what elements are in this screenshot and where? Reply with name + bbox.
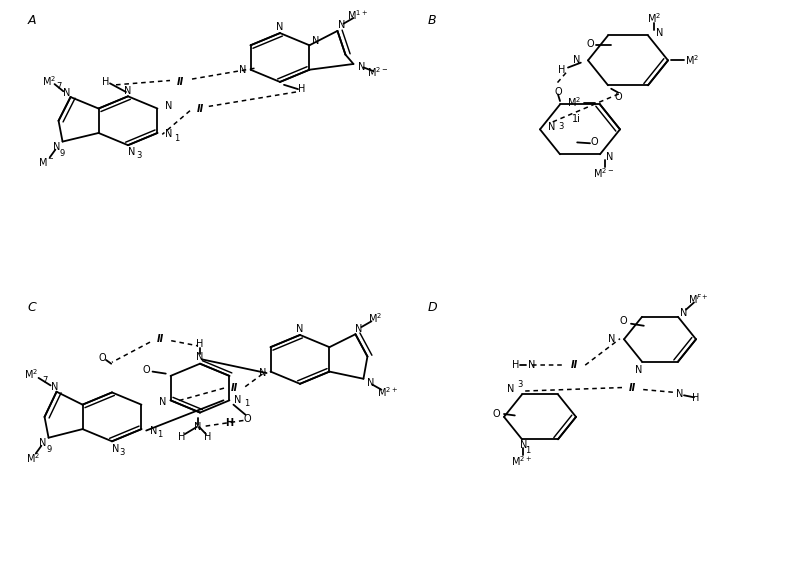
Text: N: N [53,143,60,152]
Text: N: N [520,440,528,450]
Text: O: O [492,409,500,419]
Text: O: O [590,137,598,147]
Text: N: N [239,65,246,75]
Text: II: II [156,334,164,344]
Text: 1: 1 [244,398,249,408]
Text: N: N [312,36,319,46]
Text: H: H [178,432,186,442]
Text: M$^2$: M$^2$ [567,95,581,109]
Text: M$^{1+}$: M$^{1+}$ [347,8,368,22]
Text: 9: 9 [60,149,65,158]
Text: N: N [128,147,136,158]
Text: N: N [358,62,365,72]
Text: 7: 7 [56,82,62,91]
Text: O: O [554,87,562,97]
Text: M$^2$: M$^2$ [42,74,55,88]
Text: N: N [506,384,514,394]
Text: II: II [570,360,578,370]
Text: N: N [355,324,362,334]
Text: H: H [298,84,306,94]
Text: II: II [196,104,204,114]
Text: H: H [196,339,204,348]
Text: N: N [528,360,535,370]
Text: II: II [176,77,184,87]
Text: N: N [150,426,158,435]
Text: H: H [692,393,700,403]
Text: O: O [98,353,106,363]
Text: M$^{2+}$: M$^{2+}$ [377,385,398,398]
Text: II: II [230,383,238,393]
Text: M$^2$: M$^2$ [23,367,38,381]
Text: H: H [204,432,212,442]
Text: N: N [166,101,173,110]
Text: N: N [39,439,46,449]
Text: M$^2$: M$^2$ [369,312,382,325]
Text: A: A [28,14,36,26]
Text: N: N [606,152,614,162]
Text: 3: 3 [137,151,142,160]
Text: II: II [628,383,636,393]
Text: O: O [619,316,627,326]
Text: M$^2$: M$^2$ [685,53,699,67]
Text: 7: 7 [42,376,47,385]
Text: N: N [166,129,173,139]
Text: 1i: 1i [571,114,581,124]
Text: N: N [159,397,166,407]
Text: N: N [196,351,204,362]
Text: M$^{2-}$: M$^{2-}$ [367,66,388,79]
Text: N: N [259,368,266,378]
Text: O: O [614,92,622,102]
Text: 3: 3 [119,448,125,457]
Text: 9: 9 [46,444,52,454]
Text: N: N [656,28,663,37]
Text: 1: 1 [174,133,179,143]
Text: N: N [63,88,70,98]
Text: M$^2$: M$^2$ [26,451,39,465]
Text: N: N [51,382,58,392]
Text: N: N [676,389,684,399]
Text: H: H [102,77,110,87]
Text: N: N [194,422,202,432]
Text: N: N [573,55,580,66]
Text: O: O [586,39,594,49]
Text: N: N [635,365,642,375]
Text: H: H [512,360,520,370]
Text: M$^{F+}$: M$^{F+}$ [688,293,708,306]
Text: O: O [244,414,251,424]
Text: 3: 3 [518,380,522,389]
Text: N: N [296,324,304,334]
Text: H: H [225,418,233,428]
Text: O: O [142,365,150,375]
Text: M$^{2-}$: M$^{2-}$ [594,166,614,180]
Text: B: B [428,14,436,26]
Text: M$^2$: M$^2$ [647,12,661,25]
Text: N: N [608,334,615,344]
Text: D: D [427,301,437,314]
Text: 3: 3 [558,122,563,131]
Text: N: N [234,396,241,405]
Text: 1: 1 [526,446,530,455]
Text: N: N [680,308,688,317]
Text: C: C [28,301,36,314]
Text: N: N [548,121,555,132]
Text: N: N [276,22,284,32]
Text: H: H [558,66,566,75]
Text: 1: 1 [157,430,162,439]
Text: M$^{2+}$: M$^{2+}$ [511,454,533,467]
Text: N: N [111,443,119,454]
Text: N: N [367,378,374,388]
Text: N: N [124,86,132,95]
Text: M$^-$: M$^-$ [38,156,55,168]
Text: N: N [338,20,345,30]
